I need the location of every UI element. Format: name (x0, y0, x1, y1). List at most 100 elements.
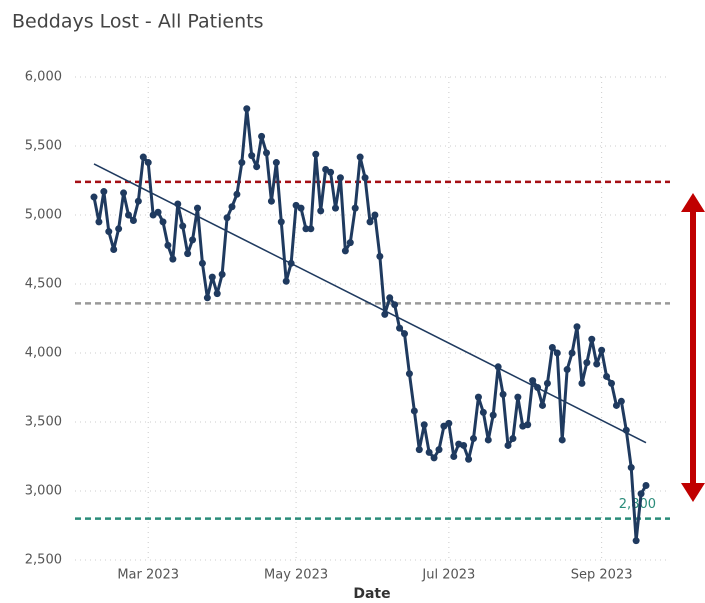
data-point (174, 200, 182, 208)
data-point (632, 537, 640, 545)
data-point (277, 218, 285, 226)
data-point (179, 222, 187, 230)
data-point (450, 453, 458, 460)
data-point (129, 217, 137, 225)
data-point (228, 203, 236, 211)
data-point (134, 197, 142, 205)
data-point (381, 310, 389, 318)
range-arrow (681, 193, 705, 502)
data-point (415, 446, 423, 454)
data-point (189, 236, 197, 244)
data-point (159, 218, 167, 226)
data-point (115, 225, 123, 233)
data-point (534, 384, 542, 391)
data-point (386, 294, 394, 302)
data-point (287, 259, 295, 267)
data-point (90, 193, 98, 201)
data-point (598, 346, 606, 354)
data-point (233, 190, 241, 198)
data-point (272, 159, 280, 167)
data-point (125, 211, 132, 219)
data-point (396, 324, 404, 332)
y-tick-label: 3,500 (25, 415, 62, 430)
data-point (248, 152, 256, 160)
data-point (494, 363, 502, 371)
data-point (627, 464, 635, 472)
data-point (484, 436, 492, 444)
y-tick-label: 2,500 (25, 553, 62, 568)
data-point (110, 246, 118, 253)
x-tick-label: Sep 2023 (571, 568, 633, 583)
data-point (139, 153, 147, 161)
x-tick-label: May 2023 (264, 568, 328, 583)
x-tick-label: Jul 2023 (421, 568, 475, 583)
data-point (405, 370, 413, 378)
data-point (642, 481, 650, 489)
data-point (169, 255, 177, 263)
x-axis-label: Date (353, 586, 390, 602)
data-point (336, 174, 344, 182)
data-point (548, 343, 556, 351)
data-point (243, 105, 251, 113)
data-point (583, 359, 591, 367)
data-point (637, 490, 645, 498)
data-point (470, 435, 477, 443)
x-tick-label: Mar 2023 (117, 568, 179, 583)
data-point (608, 379, 615, 387)
data-point (302, 225, 310, 233)
y-tick-label: 3,000 (25, 484, 62, 499)
data-point (208, 273, 216, 281)
data-point (213, 290, 221, 298)
data-point (543, 379, 551, 387)
data-point (622, 426, 630, 434)
data-point (258, 132, 266, 140)
chart-title: Beddays Lost - All Patients (12, 11, 263, 33)
data-point (346, 239, 354, 247)
data-point (588, 335, 596, 343)
data-point (593, 360, 601, 368)
data-point (332, 204, 339, 212)
data-point (307, 225, 315, 233)
data-point (553, 349, 561, 357)
data-point (341, 247, 349, 255)
data-point (253, 163, 261, 171)
data-point (612, 401, 620, 409)
y-tick-label: 5,500 (25, 139, 62, 154)
data-point (514, 393, 522, 401)
y-tick-label: 5,000 (25, 208, 62, 223)
data-point (194, 204, 201, 212)
data-point (203, 294, 211, 302)
data-point (504, 441, 512, 449)
data-point (218, 270, 226, 278)
data-point (445, 419, 453, 427)
data-point (366, 218, 374, 226)
data-point (105, 228, 113, 236)
data-point (563, 366, 571, 374)
data-point (465, 455, 473, 463)
data-point (509, 435, 517, 443)
data-point (474, 393, 482, 401)
data-point (144, 159, 152, 167)
data-point (238, 159, 246, 167)
data-point (297, 204, 305, 212)
data-point (539, 401, 546, 409)
data-point (223, 214, 231, 222)
data-point (154, 208, 162, 216)
data-point (267, 197, 275, 205)
data-point (558, 436, 566, 444)
y-tick-label: 4,500 (25, 277, 62, 292)
data-point (603, 372, 611, 380)
data-point (578, 379, 586, 387)
data-point (499, 390, 507, 398)
data-point (617, 397, 625, 405)
data-point (184, 250, 192, 258)
y-tick-label: 4,000 (25, 346, 62, 361)
data-point (312, 150, 320, 158)
data-point (164, 241, 172, 249)
data-point (430, 454, 438, 462)
data-point (524, 421, 532, 429)
data-point (391, 301, 399, 309)
data-point (120, 189, 128, 197)
data-point (263, 149, 270, 157)
y-tick-label: 6,000 (25, 70, 62, 85)
